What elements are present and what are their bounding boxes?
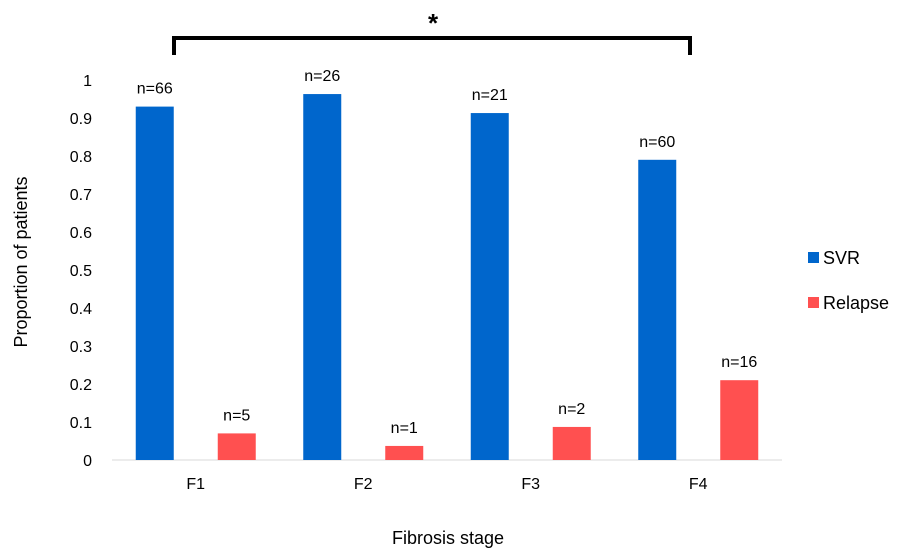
bars: n=66 n=5 n=26 n=1 n=21 n=2 n=60 n=16	[135, 68, 759, 461]
bar-svr-f3	[470, 113, 509, 460]
y-axis-tick-labels: 0 0.1 0.2 0.3 0.4 0.5 0.6 0.7 0.8 0.9 1	[70, 73, 92, 470]
legend-swatch-svr	[808, 252, 819, 263]
y-tick-label: 0.5	[70, 263, 92, 280]
data-label: n=16	[721, 354, 757, 371]
y-tick-label: 0.9	[70, 111, 92, 128]
y-tick-label: 0.1	[70, 415, 92, 432]
x-tick-label: F1	[186, 476, 205, 493]
y-axis-title: Proportion of patients	[11, 176, 31, 347]
bar-svr-f2	[303, 94, 342, 460]
legend-label: SVR	[823, 248, 860, 268]
data-label: n=26	[304, 68, 340, 85]
legend: SVR Relapse	[808, 248, 889, 313]
legend-swatch-relapse	[808, 297, 819, 308]
data-label: n=60	[639, 134, 675, 151]
significance-marker: *	[428, 8, 439, 38]
bar-relapse-f2	[385, 445, 424, 460]
y-tick-label: 1	[83, 73, 92, 90]
x-axis-tick-labels: F1 F2 F3 F4	[186, 476, 707, 493]
x-axis-title: Fibrosis stage	[392, 528, 504, 548]
bar-svr-f4	[638, 159, 677, 461]
y-tick-label: 0.8	[70, 149, 92, 166]
y-tick-label: 0.3	[70, 339, 92, 356]
data-label: n=21	[472, 87, 508, 104]
bar-relapse-f4	[720, 380, 759, 460]
data-label: n=66	[137, 81, 173, 98]
data-label: n=2	[558, 401, 585, 418]
y-tick-label: 0.4	[70, 301, 92, 318]
bar-relapse-f3	[552, 426, 591, 460]
y-tick-label: 0.6	[70, 225, 92, 242]
bar-svr-f1	[135, 106, 174, 460]
bar-relapse-f1	[217, 433, 256, 460]
significance-bracket: *	[172, 8, 692, 55]
bracket-line	[172, 36, 692, 55]
data-label: n=5	[223, 407, 250, 424]
x-tick-label: F2	[354, 476, 373, 493]
data-label: n=1	[391, 420, 418, 437]
x-tick-label: F4	[689, 476, 708, 493]
y-tick-label: 0.2	[70, 377, 92, 394]
legend-label: Relapse	[823, 293, 889, 313]
y-tick-label: 0.7	[70, 187, 92, 204]
x-tick-label: F3	[521, 476, 540, 493]
y-tick-label: 0	[83, 453, 92, 470]
